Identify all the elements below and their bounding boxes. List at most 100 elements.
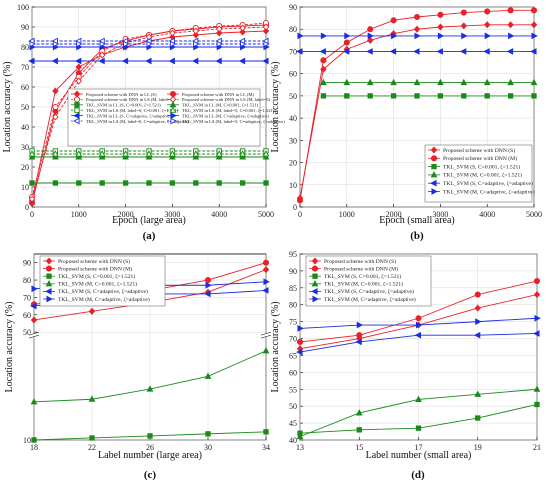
data-point (192, 31, 200, 39)
data-point (413, 48, 420, 55)
legend-label: TKL_SVM in LS (M, label=5, C=adaptive, ζ… (182, 119, 285, 125)
panel-label: (c) (144, 469, 157, 481)
legend-entry: Proposed scheme with DNN in LS (M, label… (167, 95, 271, 103)
y-tick-label: 30 (289, 136, 297, 145)
series-4 (30, 347, 270, 405)
y-tick-label: 60 (289, 70, 297, 79)
legend-swatch-marker (430, 155, 438, 162)
y-tick-label: 75 (289, 318, 297, 327)
data-point (390, 78, 397, 86)
data-point (484, 8, 491, 15)
legend-swatch-marker (46, 295, 53, 303)
data-point (192, 150, 200, 157)
y-axis-label: Location accuracy (%) (270, 301, 281, 392)
data-point (474, 390, 482, 397)
data-point (414, 32, 421, 40)
data-point (239, 153, 246, 160)
y-tick-label: 10 (21, 183, 29, 192)
legend-label: Proposed scheme with DNN (M) (58, 265, 132, 272)
data-point (263, 278, 270, 286)
legend-entry: Proposed scheme with DNN (M) (428, 155, 517, 162)
legend-swatch-marker (45, 279, 53, 287)
y-axis-label: Location accuracy (%) (4, 301, 15, 392)
data-point (415, 321, 423, 329)
x-tick-label: 17 (415, 443, 423, 452)
legend-swatch-marker (46, 273, 52, 279)
data-point (205, 431, 211, 437)
data-point (204, 372, 212, 379)
data-point (75, 63, 83, 71)
legend-label: Proposed scheme with DNN in LS (M, label… (86, 97, 175, 103)
panel-label: (a) (143, 230, 156, 242)
legend-entry: TKL_SVM in LS (M, label=0, C=adaptive, ζ… (71, 117, 189, 125)
legend-swatch-marker (312, 295, 319, 303)
data-point (89, 435, 95, 441)
series-12 (29, 40, 270, 48)
y-tick-label: 45 (289, 419, 297, 428)
data-point (342, 48, 350, 55)
panel-label: (b) (410, 230, 424, 242)
series-8 (28, 150, 270, 157)
data-point (239, 28, 246, 36)
x-tick-label: 21 (533, 443, 541, 452)
data-point (192, 153, 200, 160)
data-point (28, 195, 36, 203)
y-tick-label: 20 (21, 163, 29, 172)
legend-label: TKL_SVM (M, C=0.001, ζ=1.521) (443, 172, 522, 179)
data-point (474, 304, 481, 312)
y-tick-label: 65 (289, 351, 297, 360)
data-point (437, 78, 444, 86)
legend-label: TKL_SVM (S, C=adaptive, ζ=adaptive) (58, 288, 148, 295)
legend-label: Proposed scheme with DNN in LS (M, label… (182, 97, 271, 103)
legend-label: TKL_SVM in LS (M, label=5, C=0.001, ζ=1.… (182, 108, 275, 114)
data-point (145, 57, 152, 65)
legend-entry: Proposed scheme with DNN (S) (43, 257, 130, 265)
x-axis-label: Label number (small area) (366, 450, 472, 461)
data-point (122, 150, 129, 157)
legend-label: TKL_SVM in LL (M, C=0.001, ζ=1.521) (182, 103, 259, 109)
legend-entry: Proposed scheme with DNN (M) (309, 265, 398, 272)
legend-entry: TKL_SVM (M, C=adaptive, ζ=adaptive) (428, 188, 535, 195)
legend-label: Proposed scheme with DNN in LL (S) (86, 92, 157, 97)
data-point (414, 93, 420, 99)
data-point (437, 32, 445, 40)
y-tick-label: 50 (289, 92, 297, 101)
legend-swatch-marker (311, 288, 318, 295)
data-point (262, 57, 269, 65)
y-tick-label: 100 (17, 3, 29, 12)
y-tick-label: 40 (21, 123, 29, 132)
legend-box (305, 255, 432, 307)
legend-entry: Proposed scheme with DNN (S) (309, 257, 396, 265)
data-point (122, 153, 129, 160)
x-tick-label: 18 (30, 443, 38, 452)
data-point (474, 291, 481, 298)
data-point (415, 315, 422, 322)
data-point (191, 57, 199, 65)
data-point (483, 21, 491, 29)
series-5 (296, 48, 537, 55)
legend-label: TKL_SVM in LL (S, C=0.001, ζ=1.521) (86, 103, 161, 109)
data-point (99, 40, 107, 48)
legend-label: Proposed scheme with DNN (S) (443, 147, 515, 154)
axis-break-mark (260, 331, 272, 336)
y-tick-label: 50 (23, 328, 31, 337)
legend-entry: TKL_SVM (S, C=0.001, ζ=1.521) (309, 273, 401, 280)
series-5 (296, 330, 540, 356)
y-tick-label: 50 (289, 402, 297, 411)
data-point (366, 78, 374, 86)
data-point (415, 395, 422, 402)
axis-break-mark (260, 334, 272, 339)
data-point (262, 347, 270, 354)
legend-entry: Proposed scheme with DNN (S) (428, 146, 515, 154)
data-point (193, 180, 199, 186)
data-point (473, 331, 481, 339)
legend-swatch-marker (45, 257, 53, 265)
data-point (356, 332, 363, 339)
data-point (52, 103, 59, 111)
data-point (52, 153, 59, 160)
legend-label: TKL_SVM (S, C=adaptive, ζ=adaptive) (324, 288, 414, 295)
x-axis-label: Epoch (large area) (112, 215, 186, 226)
legend-label: Proposed scheme with DNN (S) (324, 258, 396, 265)
x-tick-label: 34 (262, 443, 270, 452)
legend-swatch-marker (311, 265, 319, 272)
